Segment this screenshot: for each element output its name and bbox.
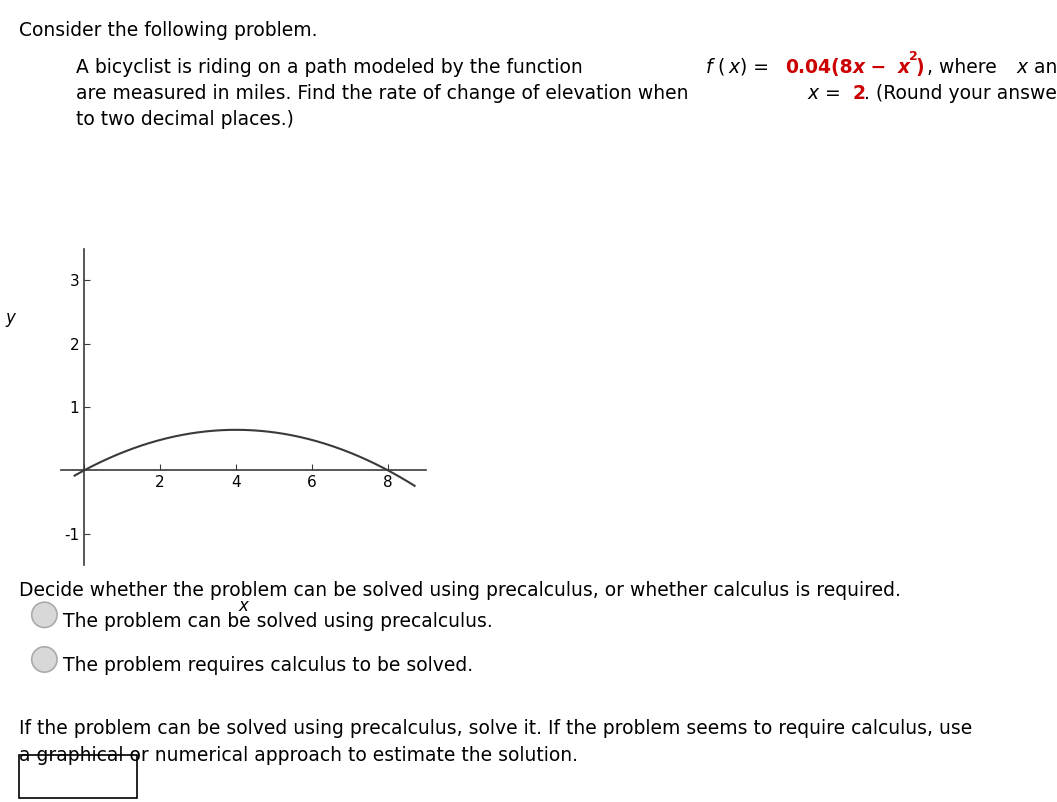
Text: The problem can be solved using precalculus.: The problem can be solved using precalcu… <box>63 612 494 630</box>
Text: If the problem can be solved using precalculus, solve it. If the problem seems t: If the problem can be solved using preca… <box>19 719 972 739</box>
Text: are measured in miles. Find the rate of change of elevation when: are measured in miles. Find the rate of … <box>76 84 694 103</box>
Text: x: x <box>897 58 909 77</box>
Text: a graphical or numerical approach to estimate the solution.: a graphical or numerical approach to est… <box>19 746 578 764</box>
Text: x: x <box>1017 58 1027 77</box>
Text: x: x <box>239 597 248 615</box>
Text: Consider the following problem.: Consider the following problem. <box>19 21 317 40</box>
Text: y: y <box>5 310 15 327</box>
Text: f: f <box>706 58 712 77</box>
Text: x: x <box>852 58 865 77</box>
Text: x: x <box>728 58 740 77</box>
Text: ) =: ) = <box>740 58 775 77</box>
Text: A bicyclist is riding on a path modeled by the function: A bicyclist is riding on a path modeled … <box>76 58 589 77</box>
Text: . (Round your answer: . (Round your answer <box>864 84 1057 103</box>
Text: 2: 2 <box>852 84 866 103</box>
Text: x: x <box>808 84 818 103</box>
Text: The problem requires calculus to be solved.: The problem requires calculus to be solv… <box>63 656 474 675</box>
Text: , where: , where <box>927 58 1002 77</box>
Text: −: − <box>864 58 892 77</box>
Text: to two decimal places.): to two decimal places.) <box>76 110 294 129</box>
Text: (: ( <box>718 58 725 77</box>
Text: ): ) <box>915 58 924 77</box>
Text: 2: 2 <box>909 50 917 63</box>
Text: =: = <box>818 84 847 103</box>
Text: 0.04(8: 0.04(8 <box>785 58 853 77</box>
Text: Decide whether the problem can be solved using precalculus, or whether calculus : Decide whether the problem can be solved… <box>19 581 901 601</box>
Text: and: and <box>1028 58 1057 77</box>
